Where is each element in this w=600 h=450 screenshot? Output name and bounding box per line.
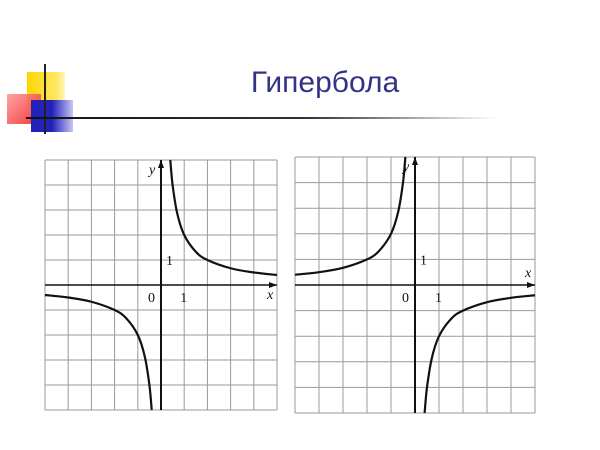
- y-tick-label: 1: [166, 254, 173, 269]
- y-axis-arrow: [158, 160, 164, 168]
- hyperbola-branch-1: [294, 156, 407, 276]
- x-axis-arrow: [269, 282, 277, 288]
- hyperbola-branch-1: [44, 293, 153, 411]
- origin-label: 0: [402, 291, 409, 306]
- slide-title: Гипербола: [250, 66, 400, 99]
- y-axis-arrow: [412, 157, 418, 165]
- x-axis-label: x: [266, 288, 274, 303]
- x-axis-arrow: [527, 282, 535, 288]
- decor-blue-square: [31, 100, 73, 132]
- hyperbola-chart-left: y x 0 1 1: [44, 159, 278, 411]
- decor-vertical-line: [44, 64, 46, 134]
- y-tick-label: 1: [420, 253, 427, 268]
- y-axis-label: y: [147, 163, 156, 178]
- hyperbola-branch-2: [169, 159, 278, 277]
- x-tick-label: 1: [180, 291, 187, 306]
- title-underline: [26, 117, 496, 119]
- x-axis-label: x: [524, 266, 532, 281]
- x-tick-label: 1: [435, 291, 442, 306]
- hyperbola-branch-2: [423, 294, 536, 414]
- origin-label: 0: [148, 291, 155, 306]
- hyperbola-chart-right: yx0 11: [294, 156, 536, 414]
